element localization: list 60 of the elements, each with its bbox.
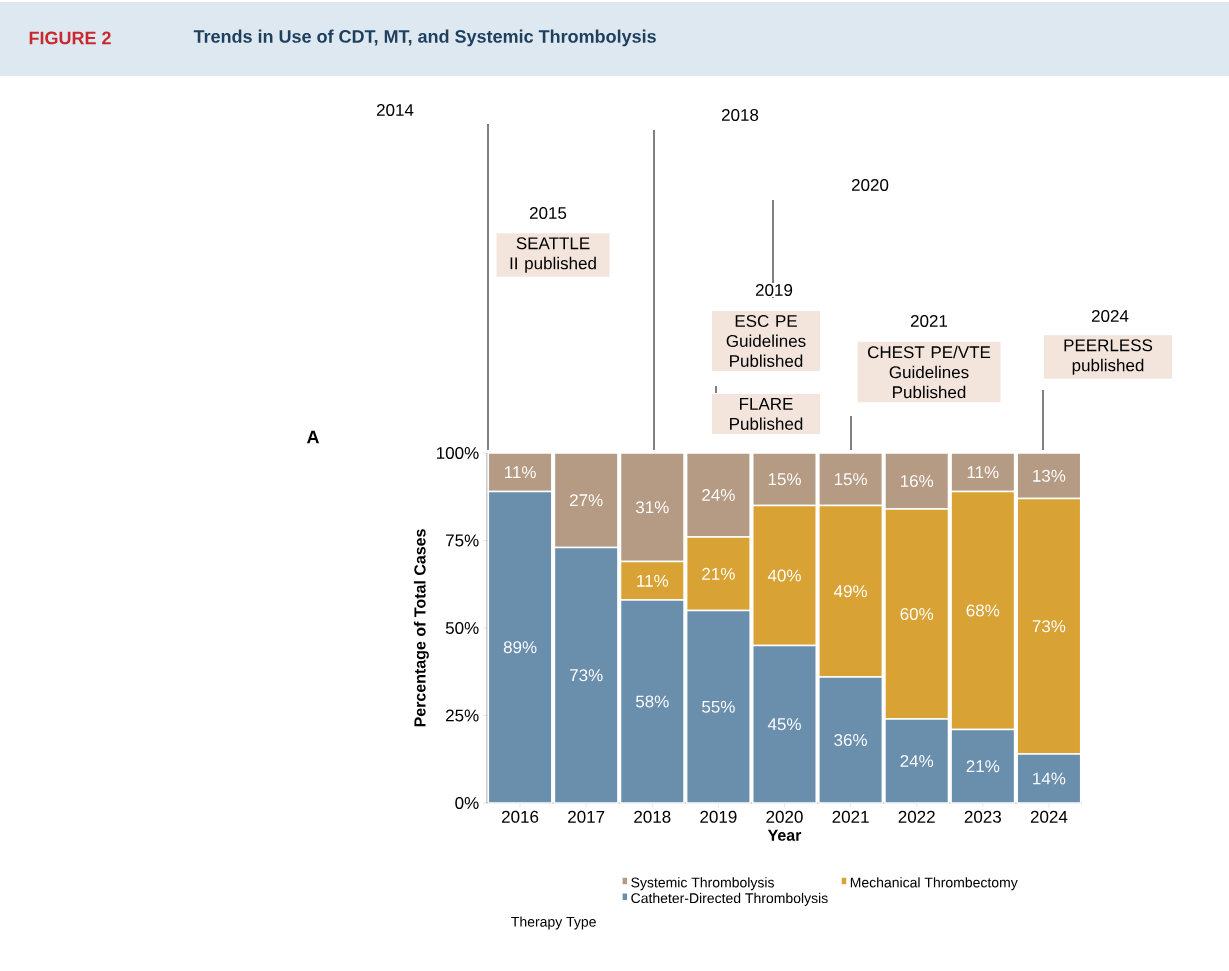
text: 2018 — [721, 108, 759, 122]
x-tick-label: 2021 — [832, 810, 869, 823]
data-label: 40% — [767, 569, 801, 582]
x-axis-title: Year — [767, 829, 802, 841]
legend-label: Mechanical Thrombectomy — [850, 877, 1018, 891]
text: 2014 — [376, 103, 414, 117]
x-tick-label: 2024 — [1030, 810, 1068, 823]
x-tick-label: 2017 — [568, 810, 605, 823]
data-label: 27% — [570, 494, 603, 507]
x-tick-label: 2018 — [634, 810, 671, 823]
data-label: 14% — [1033, 772, 1066, 785]
y-tick-label: 25% — [446, 709, 479, 722]
data-label: 11% — [637, 574, 669, 587]
text: A — [306, 430, 320, 444]
data-label: 24% — [900, 755, 934, 767]
legend-label: Catheter-Directed Thrombolysis — [631, 892, 828, 906]
text: 2024 — [1091, 309, 1129, 323]
text: 2019 — [755, 283, 793, 297]
data-label: 49% — [833, 585, 868, 598]
data-label: 21% — [966, 760, 1000, 773]
data-label: 68% — [966, 604, 1000, 617]
text: FLARE Published — [730, 398, 803, 430]
data-label: 16% — [901, 474, 934, 488]
y-tick-label: 100% — [437, 446, 479, 460]
x-tick-label: 2019 — [700, 810, 737, 823]
data-label: 15% — [768, 473, 801, 486]
data-label: 21% — [702, 567, 735, 580]
data-label: 73% — [570, 669, 603, 682]
data-label: 36% — [834, 733, 868, 747]
text: CHEST PE/VTE Guidelines Published — [868, 345, 991, 399]
x-tick-label: 2020 — [766, 810, 803, 823]
y-tick-label: 75% — [446, 534, 479, 547]
data-label: 89% — [503, 641, 537, 654]
data-label: 73% — [1032, 620, 1066, 633]
data-label: 11% — [505, 466, 536, 479]
text: SEATTLE II published — [510, 237, 596, 273]
data-label: 13% — [1033, 469, 1066, 482]
caption: FIGURE 2 — [29, 31, 111, 45]
y-tick-label: 0% — [455, 796, 479, 810]
data-label: 11% — [967, 466, 999, 479]
data-label: 58% — [635, 695, 669, 708]
data-label: 15% — [834, 473, 868, 486]
x-tick-label: 2022 — [898, 810, 935, 823]
legend-title: Therapy Type — [511, 916, 596, 930]
legend-label: Systemic Thrombolysis — [631, 877, 774, 891]
data-label: 31% — [635, 501, 669, 514]
data-label: 55% — [702, 700, 735, 713]
y-axis-title: Percentage of Total Cases — [413, 529, 429, 727]
x-tick-label: 2016 — [502, 810, 539, 823]
data-label: 45% — [767, 718, 801, 731]
text: PEERLESS published — [1064, 339, 1153, 375]
text: 2015 — [529, 206, 567, 220]
chart-title: Trends in Use of CDT, MT, and Systemic Thrombolysis — [193, 29, 656, 47]
data-label: 24% — [702, 489, 735, 501]
data-label: 60% — [900, 607, 934, 621]
text: 2020 — [851, 178, 889, 192]
y-tick-label: 50% — [445, 621, 479, 635]
x-tick-label: 2023 — [964, 810, 1001, 823]
text: 2021 — [910, 314, 948, 328]
text: ESC PE Guidelines Published — [726, 314, 806, 368]
